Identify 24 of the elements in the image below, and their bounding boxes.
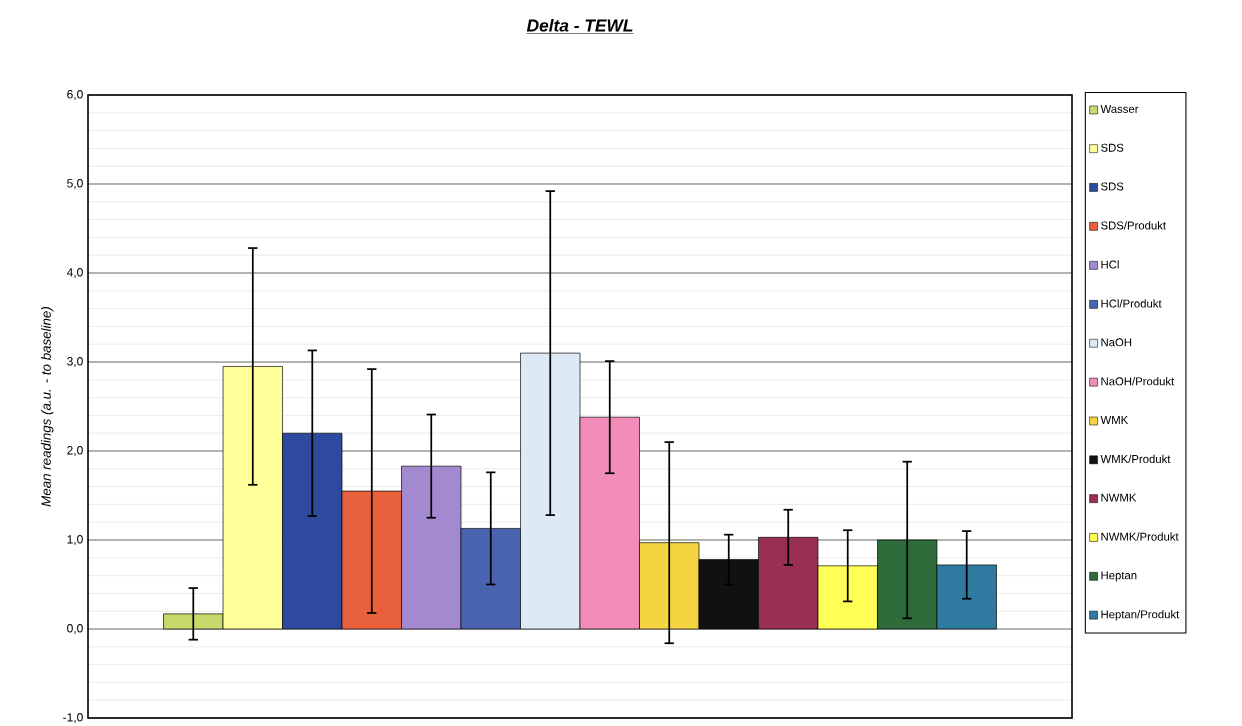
y-tick-label: 0,0: [67, 624, 83, 634]
legend-label: Wasser: [1100, 105, 1139, 113]
legend-label: SDS: [1101, 182, 1124, 191]
legend-label: Heptan: [1101, 571, 1137, 582]
legend-label: HCl/Produkt: [1101, 299, 1162, 308]
legend-label: Heptan/Produkt: [1101, 610, 1180, 621]
y-tick-label: 1,0: [67, 535, 83, 545]
legend-label: SDS/Produkt: [1101, 221, 1166, 230]
y-tick-label: 5,0: [67, 179, 83, 189]
legend-label: NaOH/Produkt: [1101, 377, 1175, 386]
y-tick-label: 2,0: [67, 446, 83, 456]
legend-label: WMK/Produkt: [1100, 454, 1171, 464]
y-tick-label: 6,0: [67, 90, 83, 100]
y-tick-label: -1,0: [63, 713, 83, 723]
legend-label: HCl: [1101, 260, 1119, 269]
legend-label: WMK: [1100, 416, 1129, 424]
legend-label: SDS: [1101, 143, 1124, 152]
y-tick-label: 4,0: [66, 268, 83, 278]
legend-label: NaOH: [1101, 338, 1132, 347]
y-tick-label: 3,0: [67, 357, 83, 367]
legend-label: NWMK: [1101, 493, 1137, 502]
chart-title: Delta - TEWL: [526, 18, 633, 32]
y-axis-title: Mean readings (a.u. - to baseline): [41, 307, 54, 507]
legend-label: NWMK/Produkt: [1101, 532, 1179, 541]
